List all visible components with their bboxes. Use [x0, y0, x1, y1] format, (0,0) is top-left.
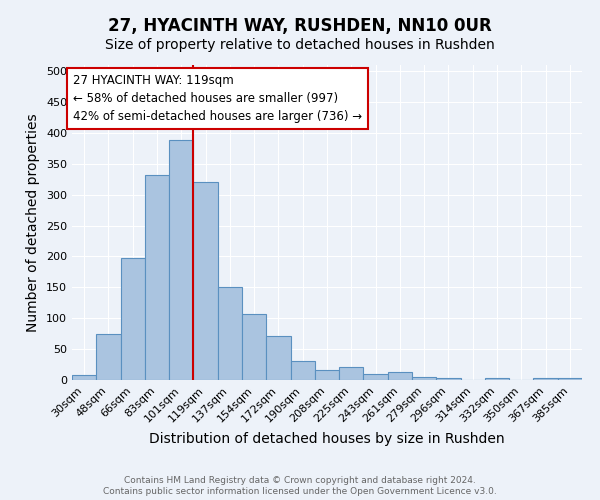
Bar [388, 372, 412, 380]
Bar [121, 258, 145, 380]
Bar [72, 375, 96, 380]
Bar [169, 140, 193, 380]
Text: 27, HYACINTH WAY, RUSHDEN, NN10 0UR: 27, HYACINTH WAY, RUSHDEN, NN10 0UR [108, 18, 492, 36]
Bar [218, 288, 242, 380]
Bar [145, 175, 169, 380]
Bar [266, 336, 290, 380]
Bar [96, 334, 121, 380]
Bar [193, 182, 218, 380]
Bar [242, 314, 266, 380]
Text: Size of property relative to detached houses in Rushden: Size of property relative to detached ho… [105, 38, 495, 52]
Y-axis label: Number of detached properties: Number of detached properties [26, 113, 40, 332]
Bar [412, 377, 436, 380]
Bar [339, 367, 364, 380]
Bar [485, 378, 509, 380]
Bar [364, 374, 388, 380]
X-axis label: Distribution of detached houses by size in Rushden: Distribution of detached houses by size … [149, 432, 505, 446]
Text: 27 HYACINTH WAY: 119sqm
← 58% of detached houses are smaller (997)
42% of semi-d: 27 HYACINTH WAY: 119sqm ← 58% of detache… [73, 74, 362, 124]
Bar [315, 370, 339, 380]
Bar [533, 378, 558, 380]
Bar [290, 362, 315, 380]
Text: Contains public sector information licensed under the Open Government Licence v3: Contains public sector information licen… [103, 488, 497, 496]
Bar [558, 378, 582, 380]
Bar [436, 378, 461, 380]
Text: Contains HM Land Registry data © Crown copyright and database right 2024.: Contains HM Land Registry data © Crown c… [124, 476, 476, 485]
